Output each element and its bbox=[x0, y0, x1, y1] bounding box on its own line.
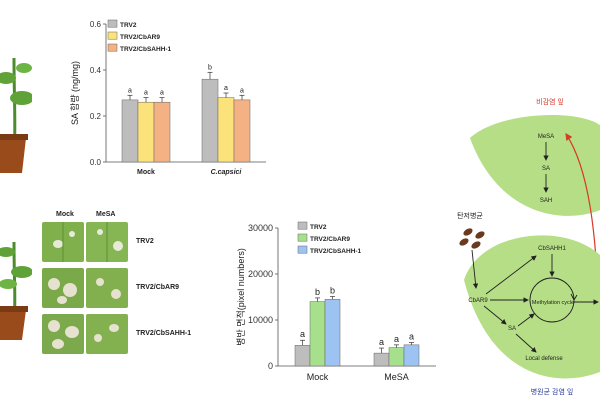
significance-letter: a bbox=[379, 337, 384, 347]
significance-letter: a bbox=[128, 87, 132, 94]
legend-swatch bbox=[107, 31, 118, 40]
top-node-sa: SA bbox=[542, 166, 550, 172]
y-tick-label: 0.2 bbox=[90, 112, 102, 121]
pathogen-spores-icon bbox=[459, 228, 485, 249]
photo-trv2-mesa bbox=[86, 222, 128, 262]
bar bbox=[153, 101, 171, 163]
photo-cbar9-mesa bbox=[86, 268, 128, 308]
arrow-ar9-sa bbox=[483, 305, 507, 325]
bottom-leaf bbox=[464, 235, 600, 379]
bar bbox=[373, 352, 390, 367]
legend-swatch bbox=[107, 19, 118, 28]
photo-trv2-mock bbox=[42, 222, 84, 262]
bar bbox=[233, 99, 251, 163]
legend-swatch bbox=[107, 43, 118, 52]
significance-letter: a bbox=[240, 87, 244, 94]
bar bbox=[137, 101, 155, 163]
node-local-defense: Local defense bbox=[525, 356, 563, 362]
significance-letter: b bbox=[315, 287, 320, 297]
category-label: Mock bbox=[307, 372, 329, 382]
photo-cbsahh-mesa bbox=[86, 314, 128, 354]
significance-letter: a bbox=[300, 329, 305, 339]
top-leaf-title: 비감염 잎 bbox=[536, 97, 564, 106]
significance-letter: a bbox=[224, 85, 228, 92]
photo-col-mock: Mock bbox=[56, 211, 74, 218]
top-node-sah: SAH bbox=[540, 198, 552, 204]
lesion-area-chart: 0 10000 20000 30000 병반 면적(pixel numbers) a b b M… bbox=[235, 221, 436, 382]
bar bbox=[403, 344, 420, 367]
significance-letter: a bbox=[160, 90, 164, 97]
photo-row-cbar9: TRV2/CbAR9 bbox=[136, 284, 180, 291]
y-tick-label: 0.6 bbox=[90, 20, 102, 29]
photo-col-mesa: MeSA bbox=[96, 211, 116, 218]
sa-content-chart: 0.0 0.2 0.4 0.6 SA 함량 (ng/mg) a a a Mock b a a C.cap… bbox=[69, 19, 266, 176]
bar bbox=[324, 299, 341, 367]
node-cbar9: CbAR9 bbox=[468, 298, 488, 304]
legend-swatch bbox=[297, 245, 308, 254]
y-tick-label: 30000 bbox=[248, 223, 273, 233]
arrow-sa-defense bbox=[515, 333, 537, 353]
photo-cbsahh-mock bbox=[42, 314, 84, 354]
bar bbox=[388, 347, 405, 367]
significance-letter: a bbox=[144, 90, 148, 97]
arrow-sa-cycle bbox=[517, 313, 535, 327]
y-tick-label: 0.4 bbox=[90, 66, 102, 75]
legend-label: TRV2 bbox=[310, 224, 327, 231]
node-cbsahh1: CbSAHH1 bbox=[538, 246, 566, 252]
bar bbox=[201, 78, 219, 163]
bottom-leaf-title: 병원균 감염 잎 bbox=[531, 387, 574, 396]
photo-cbar9-mock bbox=[42, 268, 84, 308]
mechanism-diagram: 비감염 잎 병원균 감염 잎 MeSA SA SAH 탄저병균 CbSAHH1 … bbox=[457, 97, 600, 396]
arrow-pathogen-ar9 bbox=[471, 249, 479, 289]
significance-letter: a bbox=[394, 334, 399, 344]
photo-row-cbsahh: TRV2/CbSAHH-1 bbox=[136, 330, 192, 337]
leaf-photo-panel: Mock MeSA TRV2 TRV2/CbAR9 TRV2/CbSAHH-1 bbox=[40, 208, 240, 368]
pathogen-label: 탄저병균 bbox=[457, 211, 483, 220]
y-tick-label: 0.0 bbox=[90, 158, 102, 167]
y-axis-label: 병반 면적(pixel numbers) bbox=[235, 248, 246, 346]
legend-label: TRV2/CbAR9 bbox=[310, 236, 350, 243]
node-methylation-cycle: Methylation cycle bbox=[532, 300, 574, 306]
legend-swatch bbox=[297, 221, 308, 230]
legend-label: TRV2/CbAR9 bbox=[120, 34, 160, 41]
legend-label: TRV2/CbSAHH-1 bbox=[120, 46, 172, 53]
bar bbox=[309, 301, 326, 367]
y-tick-label: 0 bbox=[268, 361, 273, 371]
node-sa: SA bbox=[508, 326, 516, 332]
y-tick-label: 20000 bbox=[248, 269, 273, 279]
y-tick-label: 10000 bbox=[248, 315, 273, 325]
bar bbox=[121, 99, 139, 163]
category-label: MeSA bbox=[384, 372, 409, 382]
legend-label: TRV2 bbox=[120, 22, 137, 29]
y-axis-label: SA 함량 (ng/mg) bbox=[69, 61, 80, 125]
legend-label: TRV2/CbSAHH-1 bbox=[310, 248, 362, 255]
significance-letter: b bbox=[330, 286, 335, 296]
significance-letter: b bbox=[208, 64, 212, 71]
legend-swatch bbox=[297, 233, 308, 242]
category-label: C.capsici bbox=[211, 169, 243, 176]
significance-letter: a bbox=[409, 332, 414, 342]
category-label: Mock bbox=[137, 169, 155, 176]
bar bbox=[217, 97, 235, 163]
plant-illustration-bottom bbox=[0, 241, 32, 340]
bar bbox=[294, 345, 311, 367]
top-node-mesa: MeSA bbox=[538, 134, 554, 140]
arrow-ar9-sahh bbox=[485, 255, 537, 295]
photo-row-trv2: TRV2 bbox=[136, 238, 154, 245]
plant-illustration-top bbox=[0, 57, 32, 173]
